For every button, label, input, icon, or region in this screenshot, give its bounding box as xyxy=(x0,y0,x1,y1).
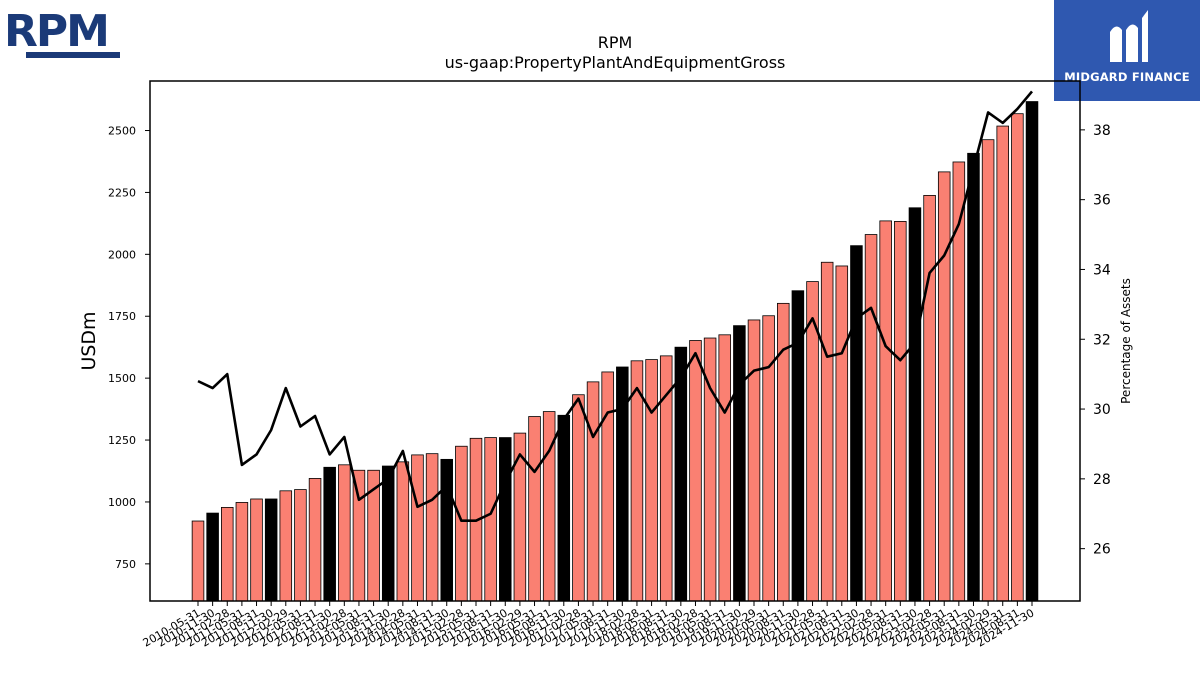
left-tick-label: 750 xyxy=(115,558,136,571)
plot-frame xyxy=(149,80,1081,602)
bar-2020-05-31 xyxy=(762,315,775,602)
bar-2023-02-28 xyxy=(923,194,936,602)
bar-2011-08-31 xyxy=(250,498,263,602)
bar-2022-11-30 xyxy=(908,207,922,602)
bar-2015-08-31 xyxy=(484,437,497,602)
bar-2017-08-31 xyxy=(601,371,614,602)
bar-2014-05-31 xyxy=(411,454,424,602)
right-y-axis: 26 28 30 32 34 36 38 xyxy=(1080,123,1111,558)
rpm-logo-text: RPM xyxy=(4,6,108,57)
bar-2021-11-30 xyxy=(850,245,863,602)
chart-subtitle: us-gaap:PropertyPlantAndEquipmentGross xyxy=(445,53,786,72)
y2-axis-label: Percentage of Assets xyxy=(1119,278,1133,404)
bar-2019-11-30 xyxy=(733,325,746,602)
bar-2014-02-28 xyxy=(396,461,410,602)
midgard-emblem-icon xyxy=(1110,10,1148,63)
bar-2010-11-30 xyxy=(206,512,219,602)
bar-2011-05-31 xyxy=(235,502,249,602)
bar-2012-11-30 xyxy=(323,466,336,602)
y-axis-label: USDm xyxy=(78,311,100,370)
bar-2022-05-31 xyxy=(879,220,892,602)
left-tick-label: 1750 xyxy=(108,310,136,323)
right-tick-label: 32 xyxy=(1093,332,1111,348)
bar-2012-08-31 xyxy=(308,478,322,602)
left-tick-label: 2250 xyxy=(108,186,136,199)
bar-2022-02-28 xyxy=(864,234,878,602)
bar-2013-05-31 xyxy=(352,469,366,602)
bar-2022-08-31 xyxy=(894,220,907,602)
rpm-logo: RPM xyxy=(4,4,122,62)
bar-2024-11-30 xyxy=(1025,101,1039,602)
chart-title: RPM xyxy=(598,33,633,52)
bar-2012-05-31 xyxy=(294,489,307,602)
bar-2017-02-28 xyxy=(572,394,585,602)
midgard-finance-logo: MIDGARD FINANCE xyxy=(1054,0,1200,101)
right-tick-label: 28 xyxy=(1093,472,1111,488)
bar-2024-02-29 xyxy=(981,139,995,602)
line-series xyxy=(197,90,1033,523)
bar-2017-05-31 xyxy=(586,381,600,602)
left-tick-label: 1250 xyxy=(108,434,136,447)
bar-2015-02-28 xyxy=(455,445,468,602)
left-tick-label: 1500 xyxy=(108,372,136,385)
bar-2014-11-30 xyxy=(440,458,453,602)
bar-2018-08-31 xyxy=(659,355,673,602)
right-tick-label: 26 xyxy=(1093,542,1111,558)
right-tick-label: 38 xyxy=(1093,123,1111,139)
right-tick-label: 30 xyxy=(1093,402,1111,418)
left-tick-label: 2000 xyxy=(108,248,136,261)
bar-2011-11-30 xyxy=(264,498,278,602)
bar-2019-02-28 xyxy=(689,340,702,602)
bar-2020-02-29 xyxy=(747,319,761,602)
bar-2016-05-31 xyxy=(528,416,541,602)
midgard-finance-logo-text: MIDGARD FINANCE xyxy=(1064,70,1190,84)
left-tick-label: 1000 xyxy=(108,496,136,509)
bar-2018-11-30 xyxy=(674,346,688,602)
bar-2013-11-30 xyxy=(381,465,395,602)
bar-2021-08-31 xyxy=(835,265,849,602)
bar-2024-05-31 xyxy=(996,125,1009,602)
bar-2019-08-31 xyxy=(718,334,731,602)
right-tick-label: 36 xyxy=(1093,193,1111,209)
bar-2015-11-30 xyxy=(499,437,512,602)
bar-2011-02-28 xyxy=(221,506,234,602)
bar-series xyxy=(191,101,1039,602)
bar-2023-05-31 xyxy=(937,171,951,602)
bar-2023-08-31 xyxy=(952,161,966,602)
bar-2024-08-31 xyxy=(1011,113,1024,602)
bar-2013-02-28 xyxy=(338,464,351,602)
x-axis: 2010-05-312010-11-302011-02-282011-05-31… xyxy=(141,601,1037,650)
right-tick-label: 34 xyxy=(1093,262,1111,278)
left-y-axis: 750 1000 1250 1500 1750 2000 2250 2500 xyxy=(108,125,150,571)
left-tick-label: 2500 xyxy=(108,125,136,138)
bar-2012-02-29 xyxy=(279,490,293,602)
bar-2010-05-31 xyxy=(191,520,205,602)
bar-2023-11-30 xyxy=(967,152,980,602)
percentage-of-assets-line xyxy=(197,90,1033,523)
bar-2021-05-31 xyxy=(820,261,834,602)
bar-2018-05-31 xyxy=(645,359,658,602)
bar-2016-11-30 xyxy=(557,414,571,602)
bar-2014-08-31 xyxy=(425,453,439,602)
